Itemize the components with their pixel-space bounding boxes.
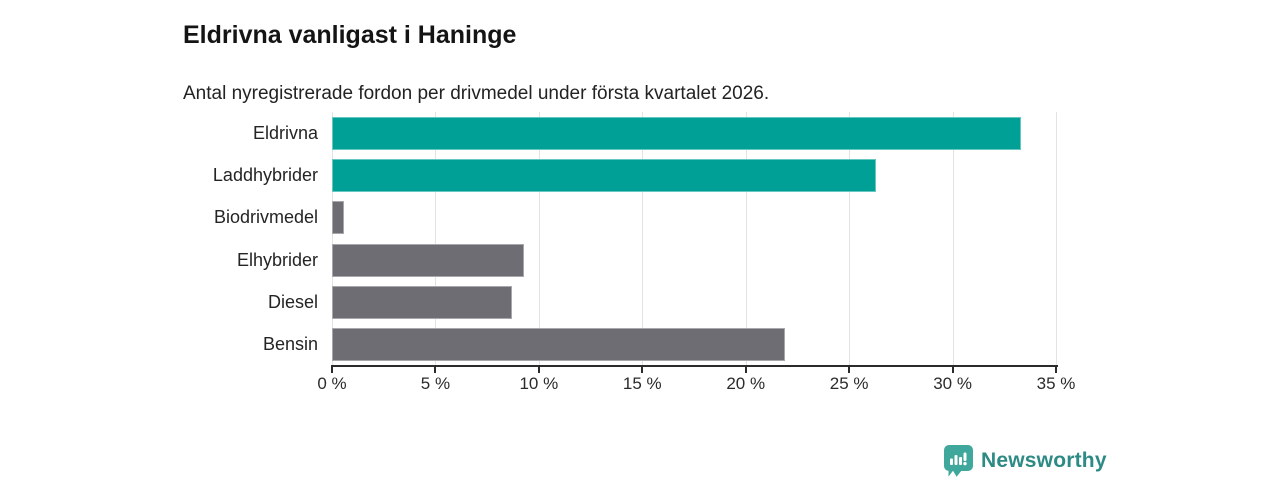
- axis-tick-label: 15 %: [622, 374, 662, 393]
- category-label-bensin: Bensin: [262, 334, 318, 355]
- category-label-diesel: Diesel: [267, 291, 318, 312]
- bar-eldrivna: [332, 116, 1021, 150]
- category-label-elhybrider: Elhybrider: [236, 249, 318, 270]
- gridline: [745, 112, 747, 366]
- axis-tick: [331, 367, 333, 373]
- axis-tick-label: 20 %: [726, 374, 766, 393]
- axis-tick: [1055, 367, 1057, 373]
- axis-tick-label: 25 %: [829, 374, 869, 393]
- category-label-biodrivmedel: Biodrivmedel: [213, 207, 318, 228]
- bar-bensin: [332, 328, 786, 362]
- axis-tick-label: 10 %: [519, 374, 559, 393]
- gridline: [332, 112, 333, 366]
- axis-tick: [744, 367, 747, 373]
- bar-diesel: [332, 286, 512, 319]
- axis-tick-label: 0 %: [317, 374, 347, 393]
- gridline: [435, 112, 437, 366]
- gridline: [538, 112, 540, 366]
- axis-tick-label: 5 %: [420, 374, 451, 393]
- category-label-laddhybrider: Laddhybrider: [212, 164, 318, 185]
- gridline: [642, 112, 644, 366]
- gridline: [952, 112, 954, 366]
- newsworthy-icon: [944, 445, 973, 477]
- gridline: [849, 112, 851, 366]
- category-labels: Eldrivna Laddhybrider Biodrivmedel Elhybrid…: [0, 112, 318, 366]
- axis-tick: [951, 367, 954, 373]
- bar-biodrivmedel: [332, 201, 345, 235]
- axis-tick: [537, 367, 540, 373]
- x-axis-line: [331, 365, 1058, 367]
- chart-subtitle: Antal nyregistrerade fordon per drivmede…: [183, 83, 770, 104]
- newsworthy-logo[interactable]: Newsworthy: [944, 445, 1107, 477]
- axis-tick: [641, 367, 644, 373]
- gridline: [1056, 112, 1057, 366]
- axis-tick-label: 30 %: [933, 374, 972, 393]
- bar-elhybrider: [332, 243, 525, 277]
- axis-tick-label: 35 %: [1036, 374, 1076, 393]
- newsworthy-wordmark: Newsworthy: [981, 449, 1107, 472]
- chart-title: Eldrivna vanligast i Haninge: [183, 20, 517, 49]
- bar-laddhybrider: [332, 159, 877, 192]
- axis-tick: [434, 367, 437, 373]
- plot-area: [332, 112, 1057, 366]
- category-label-eldrivna: Eldrivna: [252, 122, 318, 143]
- axis-tick: [848, 367, 851, 373]
